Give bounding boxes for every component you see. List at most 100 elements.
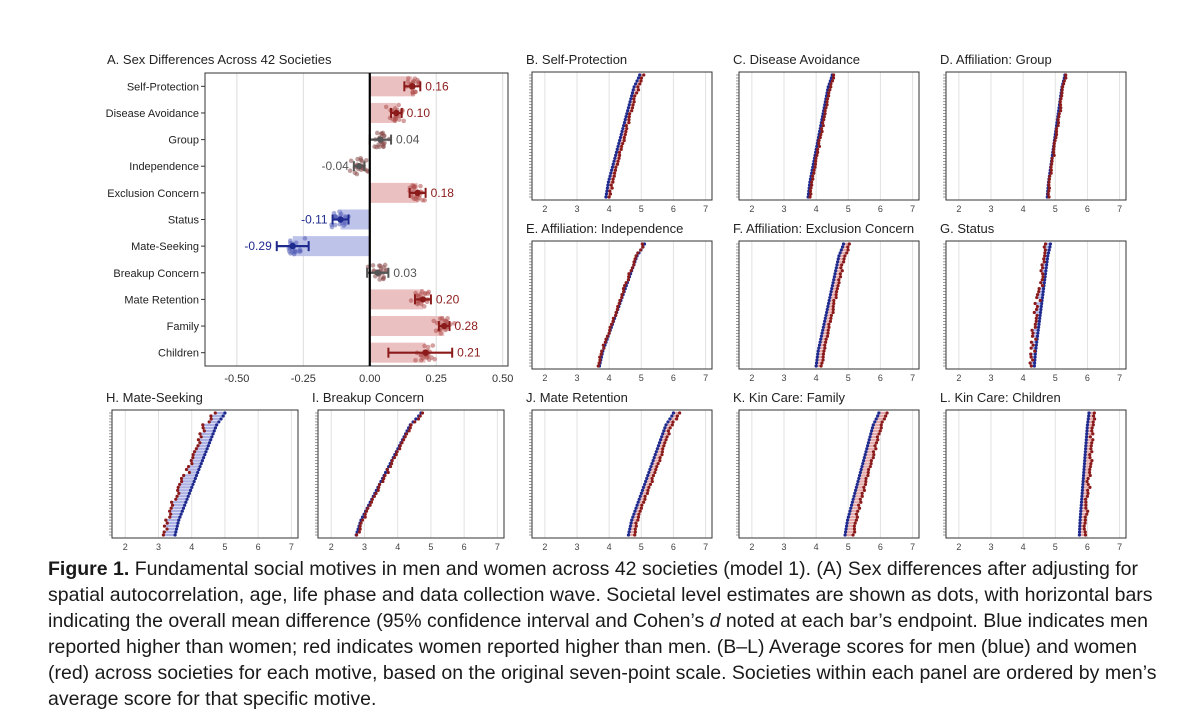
panel-men-dot	[1085, 423, 1090, 427]
panel-women-dot	[872, 453, 876, 457]
panel-a-category-label: Independence	[129, 161, 199, 173]
panel-men-dot	[1083, 456, 1087, 460]
panel-men-dot	[838, 251, 842, 255]
panel-xtick-label: 7	[910, 373, 915, 383]
panel-men-dot	[828, 292, 833, 297]
panel-a-society-dot	[408, 298, 414, 303]
panel-men-dot	[1080, 488, 1084, 492]
panel-women-dot	[1085, 479, 1089, 484]
panel-men-dot	[1047, 248, 1051, 252]
panel-men-dot	[633, 82, 638, 86]
panel-women-dot	[825, 97, 830, 101]
panel-women-dot	[1043, 248, 1047, 252]
panel-women-dot	[1088, 473, 1092, 478]
panel-women-dot	[209, 414, 213, 418]
panel-women-dot	[389, 461, 394, 466]
panel-a-society-dot	[354, 171, 360, 177]
panel-a-society-dot	[425, 344, 431, 350]
panel-women-dot	[633, 257, 637, 261]
panel-women-dot	[814, 159, 818, 163]
panel-women-dot	[177, 491, 181, 495]
panel-women-dot	[632, 263, 636, 267]
panel-men-dot	[1081, 482, 1085, 487]
panel-xtick-label: 4	[1021, 542, 1026, 550]
panel-women-dot	[1039, 269, 1043, 273]
panel-men-dot	[1041, 287, 1046, 291]
panel-women-dot	[821, 355, 825, 359]
panel-women-dot	[625, 126, 629, 131]
panel-title: L. Kin Care: Children	[940, 390, 1061, 405]
panel-women-dot	[1059, 97, 1063, 101]
panel-women-dot	[854, 512, 859, 516]
panel-women-dot	[839, 266, 843, 270]
panel-men-dot	[1034, 346, 1038, 350]
panel-women-dot	[816, 147, 820, 151]
panel-a-society-dot	[337, 221, 343, 227]
panel-men-dot	[1041, 290, 1045, 294]
panel-women-dot	[840, 269, 844, 273]
panel-women-dot	[1029, 352, 1033, 356]
panel-men-dot	[668, 417, 672, 421]
panel-xtick-label: 5	[1053, 373, 1058, 383]
panel-women-dot	[169, 506, 173, 510]
panel-women-dot	[598, 358, 602, 362]
panel-men-dot	[876, 414, 880, 418]
panel-women-dot	[168, 509, 172, 513]
panel-women-dot	[1085, 494, 1089, 498]
panel-men-dot	[869, 432, 873, 436]
panel-men-dot	[661, 432, 665, 436]
panel-a-value-label: 0.04	[396, 133, 420, 147]
panel-a-society-dot	[376, 144, 382, 150]
panel-women-dot	[860, 494, 864, 498]
panel-men-dot	[1039, 304, 1043, 309]
panel-men-dot	[634, 506, 638, 510]
panel-women-dot	[1047, 186, 1052, 190]
figure-caption: Figure 1. Fundamental social motives in …	[48, 556, 1168, 712]
panel-women-dot	[201, 426, 205, 430]
panel-women-dot	[1090, 459, 1094, 463]
panel-men-dot	[1040, 301, 1044, 306]
panel-women-dot	[403, 435, 407, 439]
panel-xtick-label: 7	[495, 542, 500, 550]
panel-women-dot	[1083, 518, 1088, 522]
panel-men-dot	[630, 94, 634, 98]
panel-xtick-label: 3	[156, 542, 161, 550]
panel-a-society-dot	[412, 89, 418, 95]
panel-women-dot	[1083, 515, 1087, 519]
panel-women-dot	[856, 509, 860, 513]
panel-men-dot	[816, 349, 820, 353]
panel-men-dot	[215, 423, 219, 427]
panel-men-dot	[869, 429, 874, 433]
panel-women-dot	[1040, 263, 1044, 267]
panel-women-dot	[1050, 162, 1054, 166]
panel-a-xtick-label: 0.50	[492, 373, 513, 385]
panel-men-dot	[855, 482, 859, 487]
panel-women-dot	[658, 456, 662, 460]
panel-men-dot	[631, 88, 635, 92]
panel-men-dot	[221, 414, 225, 418]
panel-women-dot	[369, 500, 374, 504]
panel-a-society-dot	[437, 316, 443, 322]
panel-xtick-label: 4	[607, 204, 612, 214]
panel-xtick-label: 5	[846, 542, 851, 550]
panel-women-dot	[842, 260, 846, 264]
panel-women-dot	[635, 91, 639, 95]
panel-men-dot	[191, 482, 195, 487]
panel-women-dot	[831, 307, 835, 312]
panel-a-society-dot	[430, 343, 436, 348]
panel-women-dot	[408, 426, 412, 430]
panel-men-dot	[1081, 485, 1085, 489]
panel-men-dot	[1086, 417, 1090, 421]
panel-women-dot	[611, 177, 615, 181]
panel-a-society-dot	[374, 130, 380, 136]
panel-men-dot	[828, 295, 832, 300]
panel-men-dot	[1085, 426, 1089, 430]
panel-men-dot	[1040, 295, 1045, 300]
panel-men-dot	[210, 435, 214, 439]
panel-men-dot	[834, 266, 838, 270]
panel-women-dot	[815, 153, 819, 157]
panel-women-dot	[629, 269, 633, 273]
panel-women-dot	[1091, 420, 1095, 424]
panel-men-dot	[645, 476, 649, 481]
panel-men-dot	[628, 527, 632, 531]
